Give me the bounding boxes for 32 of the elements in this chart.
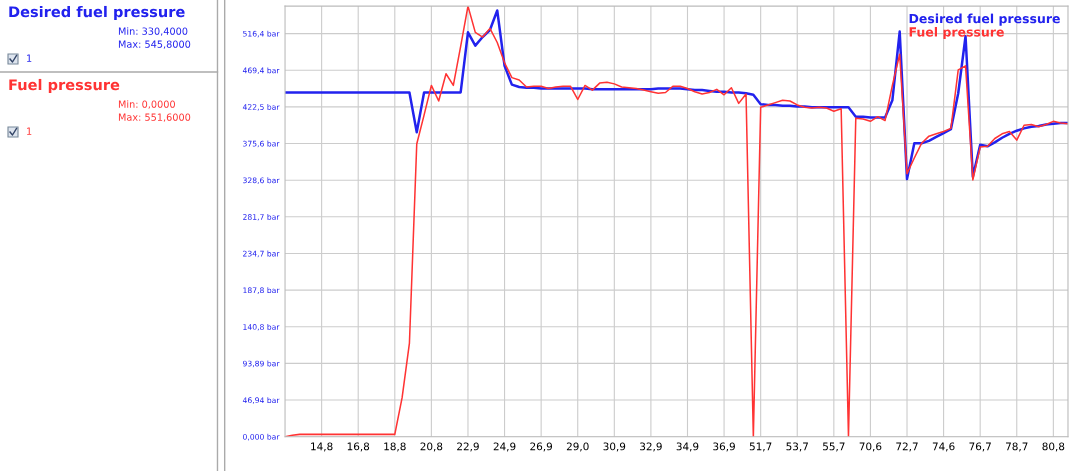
x-tick-label: 78,7 <box>1006 442 1028 452</box>
x-tick-label: 22,9 <box>457 442 479 452</box>
x-tick-label: 34,9 <box>676 442 699 452</box>
text: Min: 0,0000 <box>118 100 175 109</box>
x-tick-label: 16,8 <box>347 442 370 452</box>
x-tick-label: 74,6 <box>932 442 955 452</box>
x-tick-label: 18,8 <box>384 442 406 452</box>
text: Fuel pressure <box>9 78 120 94</box>
x-tick-label: 53,7 <box>786 442 808 452</box>
text: Max: 545,8000 <box>118 40 191 49</box>
text: Min: 330,4000 <box>118 27 188 36</box>
text: Max: 551,6000 <box>118 113 191 122</box>
x-tick-label: 24,9 <box>493 442 516 452</box>
x-tick-label: 70,6 <box>859 442 882 452</box>
series-label: Desired fuel pressure <box>909 13 1060 26</box>
x-tick-label: 80,8 <box>1042 442 1065 452</box>
text: Desired fuel pressure <box>9 5 185 21</box>
x-tick-label: 32,9 <box>640 442 662 452</box>
x-tick-label: 36,9 <box>713 442 735 452</box>
line-series <box>285 6 1068 437</box>
x-tick-label: 26,9 <box>530 442 553 452</box>
text: 1 <box>27 54 32 62</box>
x-tick-label: 20,8 <box>420 442 443 452</box>
x-tick-label: 30,9 <box>603 442 626 452</box>
x-tick-label: 51,7 <box>749 442 772 452</box>
series-label: Fuel pressure <box>909 26 1004 40</box>
x-tick-label: 76,7 <box>969 442 991 452</box>
x-tick-label: 14,8 <box>311 442 333 452</box>
x-tick-label: 72,7 <box>896 442 918 452</box>
x-tick-label: 55,7 <box>823 442 845 452</box>
x-tick-label: 29,0 <box>566 442 589 452</box>
text: 1 <box>27 127 32 135</box>
